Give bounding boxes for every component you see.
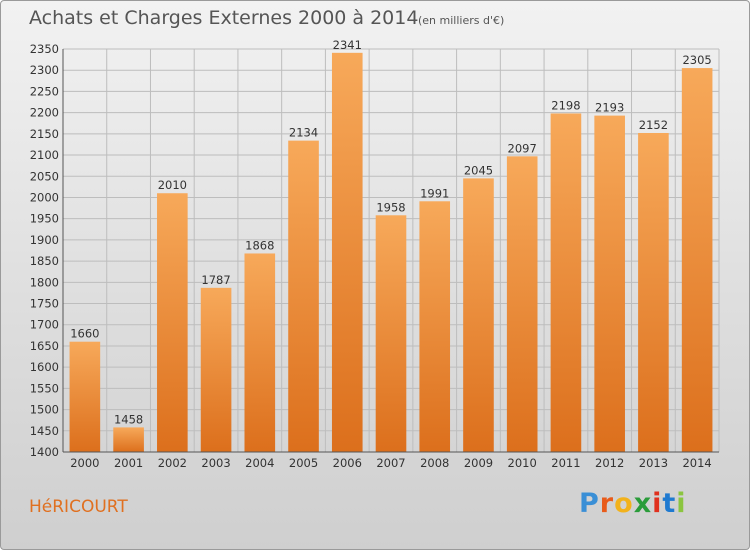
y-tick-label: 2350 <box>30 42 59 56</box>
bar-value-label: 2097 <box>508 141 537 155</box>
x-tick-label: 2004 <box>245 456 274 470</box>
y-tick-label: 2200 <box>30 106 59 120</box>
chart-title: Achats et Charges Externes 2000 à 2014 <box>29 7 419 29</box>
x-tick-label: 2000 <box>70 456 99 470</box>
bar-value-label: 1660 <box>70 327 99 341</box>
bar-value-label: 2193 <box>595 101 624 115</box>
y-tick-label: 2050 <box>30 169 59 183</box>
x-tick-label: 2008 <box>420 456 449 470</box>
bar <box>113 427 144 452</box>
y-tick-label: 1850 <box>30 254 59 268</box>
y-tick-label: 1750 <box>30 297 59 311</box>
y-tick-label: 2250 <box>30 84 59 98</box>
bar-value-label: 1458 <box>114 412 143 426</box>
bar <box>157 193 188 453</box>
bar <box>594 115 625 453</box>
y-tick-label: 1950 <box>30 212 59 226</box>
bar <box>681 68 713 452</box>
y-tick-label: 1900 <box>30 233 59 247</box>
bar <box>288 140 319 453</box>
bar-value-label: 2305 <box>682 53 711 67</box>
bar <box>331 52 363 452</box>
bar-value-label: 1991 <box>420 186 449 200</box>
logo-letter: i <box>652 488 663 519</box>
y-tick-label: 1500 <box>30 403 59 417</box>
x-tick-label: 2010 <box>508 456 537 470</box>
bar <box>419 201 451 452</box>
bar <box>506 156 538 452</box>
x-tick-label: 2007 <box>376 456 405 470</box>
logo-letter: r <box>599 488 615 519</box>
x-tick-label: 2002 <box>158 456 187 470</box>
logo-letter: x <box>633 488 653 519</box>
logo-letter: P <box>579 488 600 519</box>
bar <box>69 341 101 452</box>
y-tick-label: 1450 <box>30 424 59 438</box>
y-tick-label: 1650 <box>30 339 59 353</box>
bar-value-label: 2010 <box>158 178 187 192</box>
bar-value-label: 1787 <box>201 273 230 287</box>
y-tick-label: 1700 <box>30 318 59 332</box>
bar <box>375 215 407 452</box>
x-tick-label: 2013 <box>639 456 668 470</box>
y-tick-label: 1800 <box>30 275 59 289</box>
x-tick-label: 2014 <box>682 456 711 470</box>
bar-value-label: 2152 <box>639 118 668 132</box>
logo-letter: o <box>614 488 634 519</box>
x-tick-label: 2006 <box>333 456 362 470</box>
chart-subtitle: (en milliers d'€) <box>418 14 505 27</box>
bar-value-label: 2045 <box>464 163 493 177</box>
bar-value-label: 2134 <box>289 126 318 140</box>
bar-value-label: 2341 <box>333 38 362 52</box>
bar <box>200 287 232 452</box>
y-tick-label: 2150 <box>30 127 59 141</box>
commune-name: HéRICOURT <box>29 497 128 517</box>
bar <box>244 253 276 452</box>
y-tick-label: 2100 <box>30 148 59 162</box>
y-tick-label: 1600 <box>30 360 59 374</box>
y-tick-label: 2000 <box>30 190 59 204</box>
proxiti-logo: Proxiti <box>579 488 687 519</box>
bar-value-label: 1958 <box>376 200 405 214</box>
bar <box>638 132 669 452</box>
x-tick-label: 2005 <box>289 456 318 470</box>
y-tick-label: 1400 <box>30 445 59 459</box>
logo-letter: i <box>676 488 687 519</box>
logo-letter: t <box>662 488 677 519</box>
bar-value-label: 1868 <box>245 238 274 252</box>
bar-value-label: 2198 <box>551 98 580 112</box>
bar <box>463 178 494 452</box>
x-tick-label: 2001 <box>114 456 143 470</box>
y-tick-label: 1550 <box>30 381 59 395</box>
x-tick-label: 2009 <box>464 456 493 470</box>
bar <box>550 113 582 452</box>
x-tick-label: 2003 <box>201 456 230 470</box>
y-tick-label: 2300 <box>30 63 59 77</box>
x-tick-label: 2011 <box>551 456 580 470</box>
x-tick-label: 2012 <box>595 456 624 470</box>
